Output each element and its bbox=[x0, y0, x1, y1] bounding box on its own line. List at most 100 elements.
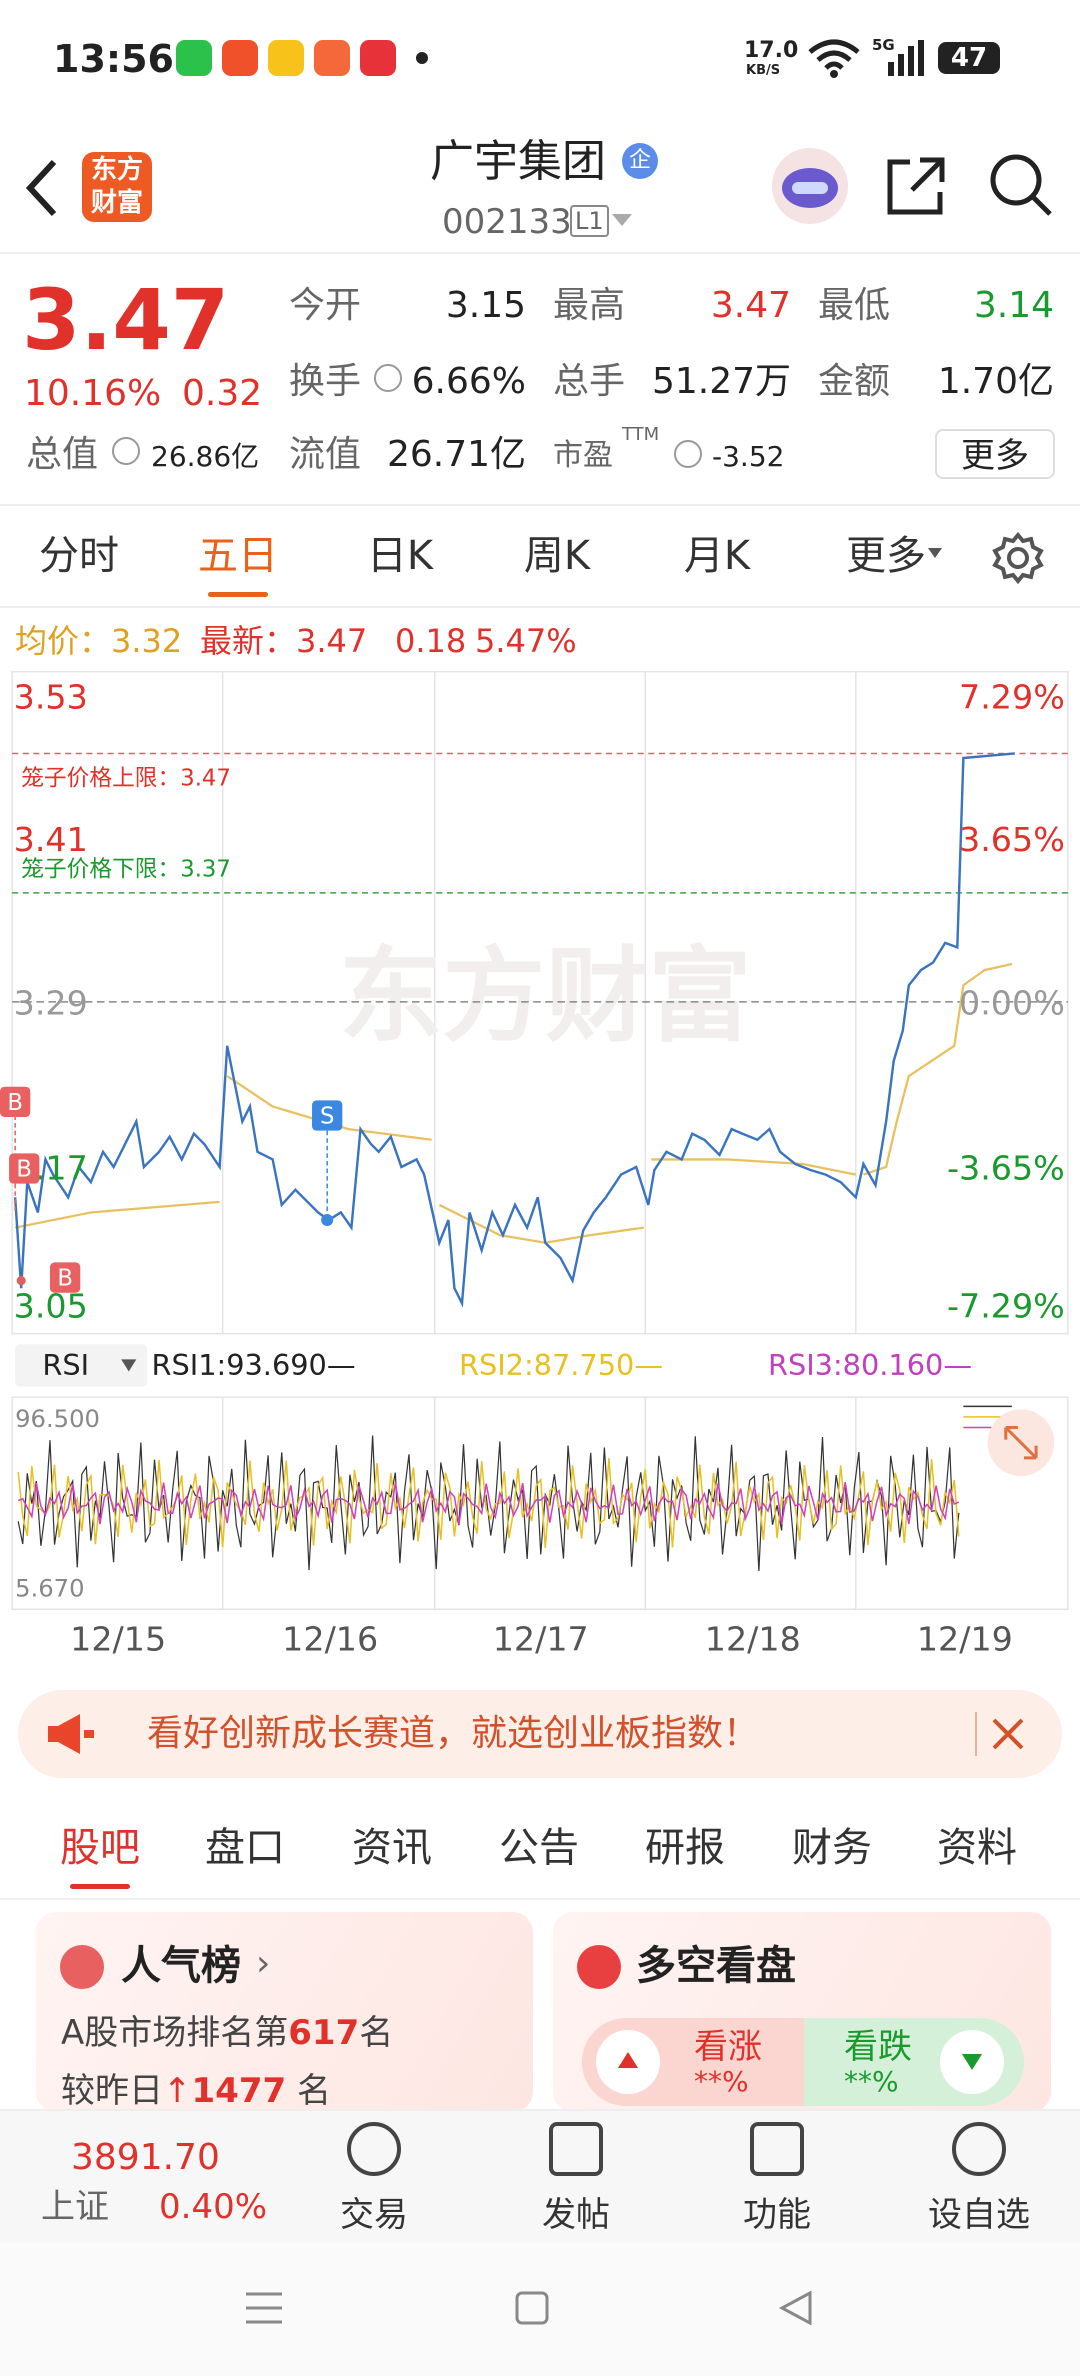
section-tab[interactable]: 盘口 bbox=[205, 1825, 285, 1871]
period-tab[interactable]: 周K bbox=[523, 533, 591, 579]
wifi-icon bbox=[808, 39, 860, 78]
trade-marker[interactable] bbox=[49, 1262, 81, 1293]
upper-limit-label: 笼子价格上限：3.47 bbox=[21, 766, 231, 792]
info-icon[interactable] bbox=[112, 437, 140, 465]
stat-label-sup: TTM bbox=[622, 424, 660, 445]
rsi3-label: RSI3:80.160— bbox=[768, 1348, 972, 1382]
trade-marker[interactable] bbox=[312, 1100, 343, 1131]
card-title: 人气榜 bbox=[121, 1943, 241, 1989]
settings-button[interactable] bbox=[992, 532, 1044, 584]
more-button[interactable]: 更多 bbox=[935, 429, 1055, 479]
popularity-card[interactable] bbox=[36, 1912, 533, 2112]
period-tab[interactable]: 月K bbox=[683, 533, 751, 579]
close-button[interactable] bbox=[990, 1716, 1026, 1752]
trade-marker[interactable] bbox=[0, 1086, 31, 1118]
bottom-icon[interactable] bbox=[549, 2122, 603, 2176]
change-line: 较昨日↑1477 名 bbox=[61, 2074, 331, 2108]
info-icon[interactable] bbox=[374, 364, 402, 392]
info-icon[interactable] bbox=[674, 440, 702, 468]
bottom-label[interactable]: 设自选 bbox=[928, 2195, 1030, 2235]
tab-underline bbox=[70, 1884, 130, 1889]
date-label: 12/15 bbox=[70, 1620, 166, 1659]
right-axis-label: -7.29% bbox=[947, 1286, 1065, 1325]
nav-bar bbox=[0, 2242, 1080, 2376]
stat-label: 市盈 bbox=[553, 438, 613, 473]
trade-marker[interactable] bbox=[9, 1153, 40, 1184]
tab-underline bbox=[208, 592, 268, 597]
rsi-line bbox=[17, 1457, 960, 1549]
back-nav-button[interactable] bbox=[778, 2290, 814, 2326]
section-tab[interactable]: 股吧 bbox=[60, 1825, 140, 1871]
stat-label: 今开 bbox=[289, 285, 362, 326]
search-button[interactable] bbox=[988, 152, 1054, 218]
period-tab[interactable]: 日K bbox=[366, 533, 434, 579]
menu-button[interactable] bbox=[244, 2290, 284, 2326]
section-tab[interactable]: 财务 bbox=[792, 1825, 872, 1871]
bull-value: **% bbox=[694, 2065, 749, 2098]
rsi-frame bbox=[11, 1396, 1069, 1611]
bottom-label[interactable]: 发帖 bbox=[542, 2195, 610, 2235]
section-tab[interactable]: 资讯 bbox=[352, 1825, 432, 1871]
divider bbox=[0, 1898, 1080, 1900]
banner-text: 看好创新成长赛道，就选创业板指数！ bbox=[147, 1713, 760, 1754]
date-label: 12/19 bbox=[917, 1620, 1013, 1659]
right-axis-label: 0.00% bbox=[959, 983, 1065, 1022]
stat-label: 最高 bbox=[553, 285, 626, 326]
right-axis-label: 7.29% bbox=[959, 677, 1065, 716]
left-axis-label: 3.53 bbox=[14, 677, 88, 716]
up-triangle bbox=[618, 2052, 638, 2068]
avg-line bbox=[226, 1075, 432, 1141]
stat-label: 总手 bbox=[553, 361, 626, 402]
bottom-icon[interactable] bbox=[952, 2122, 1006, 2176]
bottom-label[interactable]: 功能 bbox=[743, 2195, 811, 2235]
home-button[interactable] bbox=[514, 2290, 550, 2326]
share-button[interactable] bbox=[884, 154, 948, 218]
grid bbox=[221, 671, 857, 1610]
section-tab[interactable]: 资料 bbox=[937, 1825, 1017, 1871]
section-tab[interactable]: 公告 bbox=[499, 1825, 579, 1871]
divider bbox=[0, 504, 1080, 506]
bottom-icon[interactable] bbox=[750, 2122, 804, 2176]
sentiment-icon bbox=[577, 1945, 621, 1989]
change-amount: 0.32 bbox=[182, 373, 263, 414]
up-arrow: ↑ bbox=[163, 2071, 192, 2111]
bottom-icon[interactable] bbox=[347, 2122, 401, 2176]
trade-marker-label: B bbox=[57, 1266, 73, 1292]
bear-label: 看跌 bbox=[844, 2027, 912, 2067]
left-axis-label: 3.29 bbox=[14, 983, 88, 1022]
watermark: 东方财富 bbox=[339, 937, 751, 1057]
net-unit: KB/S bbox=[746, 63, 781, 78]
expand-icon bbox=[1004, 1426, 1038, 1460]
back-button[interactable] bbox=[22, 158, 62, 218]
divider bbox=[975, 1712, 977, 1756]
code-dropdown[interactable] bbox=[610, 212, 634, 228]
stat-value: 6.66% bbox=[411, 361, 526, 402]
change-percent: 10.16% bbox=[24, 373, 162, 414]
section-tab[interactable]: 研报 bbox=[645, 1825, 725, 1871]
index-value[interactable]: 3891.70 bbox=[71, 2137, 220, 2178]
signal: 5G bbox=[872, 36, 895, 54]
stat-value: 26.71亿 bbox=[386, 434, 526, 475]
trade-marker-label: B bbox=[7, 1090, 23, 1116]
index-name: 上证 bbox=[41, 2187, 109, 2227]
stat-value: 26.86亿 bbox=[151, 440, 260, 473]
rsi-selector[interactable] bbox=[15, 1344, 147, 1387]
time: 13:56 bbox=[53, 37, 174, 81]
change-suffix: 名 bbox=[286, 2071, 331, 2111]
rsi2-label: RSI2:87.750— bbox=[459, 1348, 663, 1382]
rank-line: A股市场排名第617名 bbox=[61, 2016, 393, 2050]
five-day-chart: 东方财富 笼子价格上限：3.47 笼子价格下限：3.37 3.53 3.41 3.2… bbox=[0, 670, 1069, 1659]
bull-label: 看涨 bbox=[694, 2027, 762, 2067]
avg-line bbox=[863, 962, 1013, 1176]
company-badge: 企 bbox=[622, 143, 658, 179]
rsi-bottom-label: 5.670 bbox=[15, 1575, 84, 1603]
assistant-avatar[interactable] bbox=[770, 146, 850, 226]
promo-banner[interactable] bbox=[18, 1690, 1062, 1778]
battery: 47 bbox=[938, 42, 1000, 74]
bottom-label[interactable]: 交易 bbox=[340, 2195, 408, 2235]
stat-label: 总值 bbox=[26, 434, 99, 475]
period-tab[interactable]: 分时 bbox=[39, 533, 119, 579]
period-tab[interactable]: 更多 bbox=[846, 533, 926, 579]
period-tab[interactable]: 五日 bbox=[198, 533, 278, 579]
date-label: 12/16 bbox=[282, 1620, 378, 1659]
